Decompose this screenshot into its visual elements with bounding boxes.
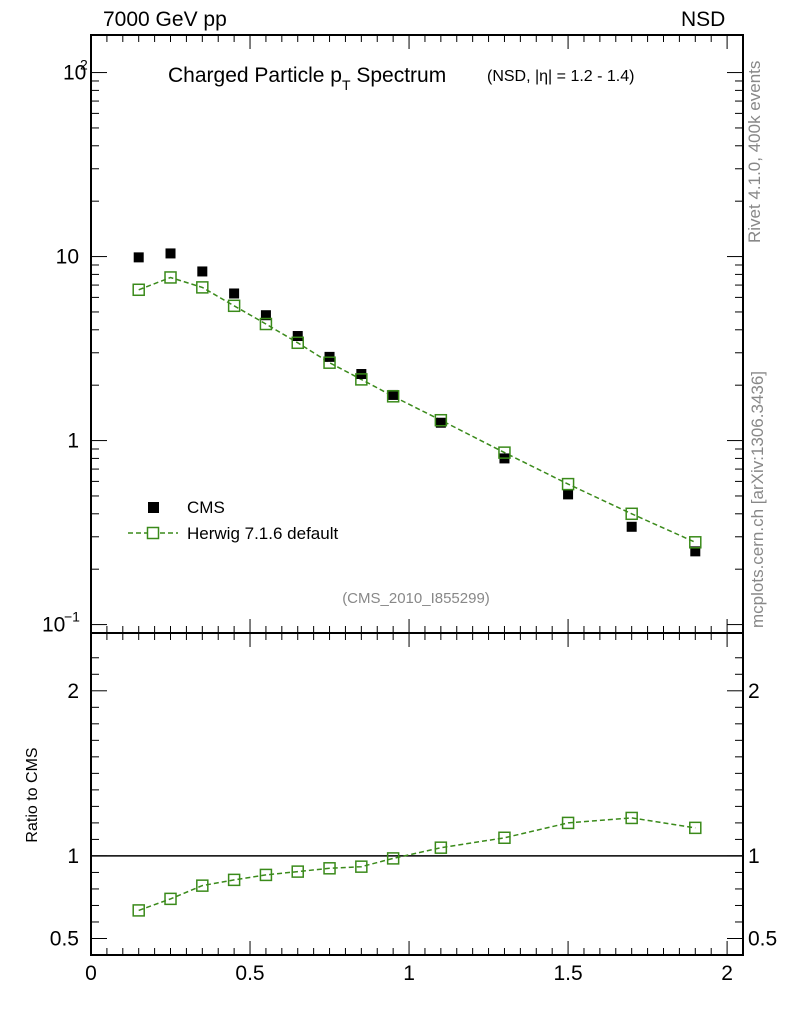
ratio-herwig-point [498, 831, 511, 845]
ratio-herwig-point [323, 862, 336, 875]
legend-herwig-marker [146, 526, 160, 540]
herwig-point [164, 271, 177, 284]
ratio-herwig-point [132, 904, 145, 917]
plot-title: Charged Particle pT Spectrum [168, 64, 446, 93]
legend-cms-label: CMS [187, 498, 225, 517]
x-tick-label: 1.5 [553, 962, 582, 985]
herwig-point [689, 536, 702, 549]
x-tick-label: 0 [85, 962, 97, 985]
y-tick-label-10: 10 [56, 246, 79, 269]
cms-point [626, 521, 637, 532]
cms-point [388, 389, 399, 400]
ratio-herwig-point [355, 860, 368, 873]
herwig-point [259, 317, 273, 331]
ratio-axis-label: Ratio to CMS [24, 747, 41, 842]
herwig-point [625, 507, 638, 521]
beam-energy-label: 7000 GeV pp [103, 8, 227, 31]
ratio-herwig-point [625, 811, 638, 825]
herwig-point [355, 373, 368, 386]
ratio-y-tick-label-right: 0.5 [748, 927, 777, 950]
y-tick-label-100: 10 [63, 62, 86, 85]
plot-title-selection: (NSD, |η| = 1.2 - 1.4) [487, 68, 634, 85]
ratio-herwig-point [561, 816, 575, 830]
herwig-point [386, 390, 400, 403]
cms-point [197, 266, 208, 277]
ratio-y-tick-label: 1 [67, 845, 79, 868]
ratio-herwig-point [227, 873, 241, 887]
x-tick-label: 1 [403, 962, 415, 985]
herwig-point [434, 413, 448, 427]
ratio-y-tick-label: 0.5 [50, 927, 79, 950]
ratio-herwig-point [164, 892, 177, 906]
herwig-point [291, 336, 304, 350]
main-plot-frame [90, 34, 744, 634]
cms-point [563, 489, 574, 500]
herwig-point [132, 283, 145, 297]
process-label: NSD [681, 8, 726, 31]
y-tick-label-0.1-exponent: −1 [64, 609, 80, 625]
cms-point [133, 252, 144, 263]
ratio-y-tick-label-right: 1 [748, 845, 760, 868]
ratio-herwig-point [196, 879, 209, 892]
ratio-herwig-line [138, 817, 696, 912]
x-tick-label: 2 [721, 962, 733, 985]
herwig-point [227, 299, 241, 313]
y-tick-label-0.1: 10 [42, 614, 65, 637]
ratio-y-tick-label-right: 2 [748, 680, 760, 703]
ratio-herwig-point [386, 852, 400, 865]
ratio-plot-frame [90, 632, 744, 956]
legend-herwig-label: Herwig 7.1.6 default [187, 524, 338, 543]
herwig-point [196, 281, 209, 294]
ratio-herwig-point [291, 865, 304, 878]
herwig-point [498, 446, 511, 459]
cms-point [292, 331, 303, 342]
analysis-tag: (CMS_2010_I855299) [342, 590, 490, 607]
y-tick-label-1: 1 [67, 430, 79, 453]
ratio-herwig-point [689, 821, 702, 835]
ratio-herwig-point [434, 841, 448, 854]
cms-point [165, 248, 176, 259]
y-tick-label-100-exponent: 2 [80, 57, 88, 73]
cms-point [435, 417, 446, 428]
herwig-point [323, 356, 336, 369]
x-tick-label: 0.5 [235, 962, 264, 985]
herwig-point [561, 477, 575, 491]
legend-cms-marker [148, 502, 159, 513]
cms-point [260, 310, 271, 321]
cms-point [690, 546, 701, 557]
cms-point [229, 288, 240, 299]
ratio-herwig-point [259, 868, 273, 882]
ratio-y-tick-label: 2 [67, 680, 79, 703]
